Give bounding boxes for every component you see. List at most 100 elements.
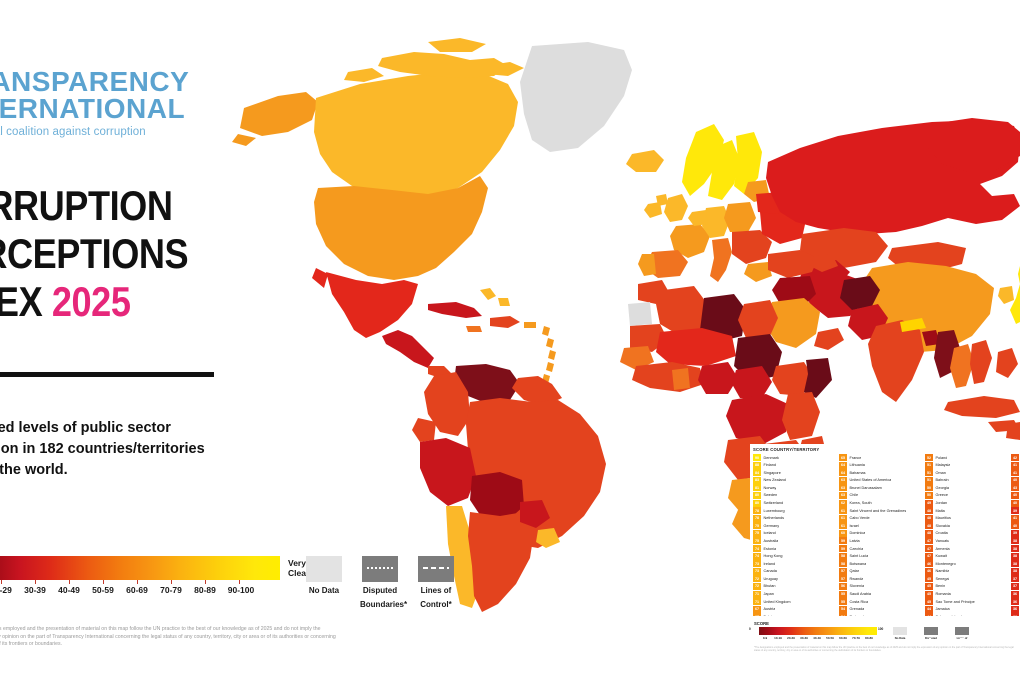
table-row: 36Suriname <box>1011 590 1020 598</box>
table-header: SCORE COUNTRY/TERRITORY <box>753 447 820 452</box>
table-row: 58 Botswana <box>839 560 919 568</box>
table-row: 39Tanzania <box>1011 529 1020 537</box>
table-row: 64 Bahamas <box>839 469 919 477</box>
country-score: 64 <box>839 461 847 469</box>
table-row: 57 Qatar <box>839 567 919 575</box>
country-japan <box>1010 266 1020 324</box>
country-score: 62 <box>839 499 847 507</box>
country-greece <box>744 262 772 282</box>
country-libya <box>700 294 746 342</box>
country-score: 83 <box>753 476 761 484</box>
country-paraguay <box>520 500 550 528</box>
country-name: Cabo Verde <box>849 516 870 521</box>
country-name: Latvia <box>849 538 860 543</box>
table-row: 47 Kuwait <box>925 552 1005 560</box>
country-name: Senegal <box>935 576 950 581</box>
table-row: 48 Croatia <box>925 529 1005 537</box>
mini-label-8: 80-89 <box>865 636 873 640</box>
country-uk <box>656 194 688 222</box>
table-row: 54 Grenada <box>839 605 919 613</box>
country-score: 90 <box>753 454 761 462</box>
country-venezuela <box>454 364 520 404</box>
table-row: 61 Cabo Verde <box>839 514 919 522</box>
country-name: Belgium <box>761 615 778 616</box>
poster-left-panel: TRANSPARENCY INTERNATIONAL the global co… <box>0 0 454 675</box>
mini-no-data-icon <box>893 627 907 635</box>
country-name: Korea, South <box>849 501 872 506</box>
country-balkans <box>732 230 772 264</box>
country-somalia <box>804 358 832 398</box>
country-score: 48 <box>925 507 933 515</box>
country-score: 47 <box>925 545 933 553</box>
country-score: 75 <box>753 537 761 545</box>
country-score: 39 <box>1011 507 1019 515</box>
country-central-america <box>382 330 434 368</box>
country-score: 38 <box>1011 567 1019 575</box>
country-score: 72 <box>753 582 761 590</box>
country-name: Singapore <box>763 470 781 475</box>
legend-gradient-bar <box>0 556 280 580</box>
country-egypt <box>738 300 778 338</box>
disputed-caption-1: Disputed <box>362 586 398 595</box>
country-score: 41 <box>1011 514 1019 522</box>
country-score: 74 <box>753 552 761 560</box>
table-row: 57 Rwanda <box>839 575 919 583</box>
legend-label-3: 40-49 <box>58 585 80 595</box>
country-score: 50 <box>925 491 933 499</box>
country-name: Mauritius <box>935 516 951 521</box>
table-row: 72 Bhutan <box>753 582 833 590</box>
country-score: 41 <box>1011 469 1019 477</box>
table-row: 81 Norway <box>753 484 833 492</box>
mini-no-data-caption: No Data <box>894 636 906 640</box>
country-yemen-oman <box>814 328 844 350</box>
country-score: 40 <box>1011 522 1019 530</box>
country-name: Finland <box>763 463 776 468</box>
table-row: 64 Lithuania <box>839 461 919 469</box>
country-score: 39 <box>1011 529 1019 537</box>
table-row: 49 Jordan <box>925 499 1005 507</box>
country-name: Lithuania <box>849 463 865 468</box>
table-row: 48 Slovakia <box>925 522 1005 530</box>
table-row: 60 Dominica <box>839 529 919 537</box>
country-name: Rwanda <box>849 576 864 581</box>
lines-caption-1: Lines of <box>420 586 452 595</box>
logo-line-transparency: TRANSPARENCY <box>0 66 190 97</box>
country-canada-arctic <box>344 38 524 82</box>
title-line-corruption: CORRUPTION <box>0 182 173 229</box>
country-score: 47 <box>925 552 933 560</box>
country-name: Netherlands <box>763 516 784 521</box>
country-peru <box>420 438 476 506</box>
country-score: 45 <box>925 590 933 598</box>
country-ecuador <box>412 418 436 442</box>
legend-tick <box>69 580 70 584</box>
legend-tick-labels: 19 20-29 30-39 40-49 50-59 60-69 70-79 8… <box>0 585 280 599</box>
table-row: 78 Netherlands <box>753 514 833 522</box>
country-chile <box>446 506 478 608</box>
country-jamaica <box>466 326 482 332</box>
country-name: Benin <box>935 584 946 589</box>
country-caucasus <box>810 254 838 272</box>
country-score: 40 <box>1011 491 1019 499</box>
table-column-4: 42Moldova41South Africa41Trinidad and To… <box>1011 454 1020 616</box>
table-row: 38Maldives <box>1011 552 1020 560</box>
score-legend: 19 20-29 30-39 40-49 50-59 60-69 70-79 8… <box>0 556 454 609</box>
country-score: 67 <box>753 605 761 613</box>
table-row: 51 Malaysia <box>925 461 1005 469</box>
table-row: 90 Denmark <box>753 454 833 462</box>
country-score: 44 <box>925 605 933 613</box>
country-name: Malaysia <box>935 463 951 468</box>
country-italy <box>710 238 732 282</box>
country-name: Austria <box>763 607 776 612</box>
table-row: 78 Luxembourg <box>753 507 833 515</box>
table-column-3: 52 Poland 51 Malaysia 51 Oman 51 Bahrain 50 Georg… <box>925 454 1005 616</box>
table-row: 67 Austria <box>753 605 833 613</box>
table-row: 40Burkina Faso <box>1011 491 1020 499</box>
country-score: 88 <box>753 461 761 469</box>
country-score: 38 <box>1011 537 1019 545</box>
title-year: 2025 <box>51 278 131 325</box>
country-score: 58 <box>839 560 847 568</box>
legend-label-8: 90-100 <box>227 585 255 595</box>
table-row: 74 Hong Kong <box>753 552 833 560</box>
legend-label-4: 50-59 <box>92 585 114 595</box>
country-score: 80 <box>753 499 761 507</box>
